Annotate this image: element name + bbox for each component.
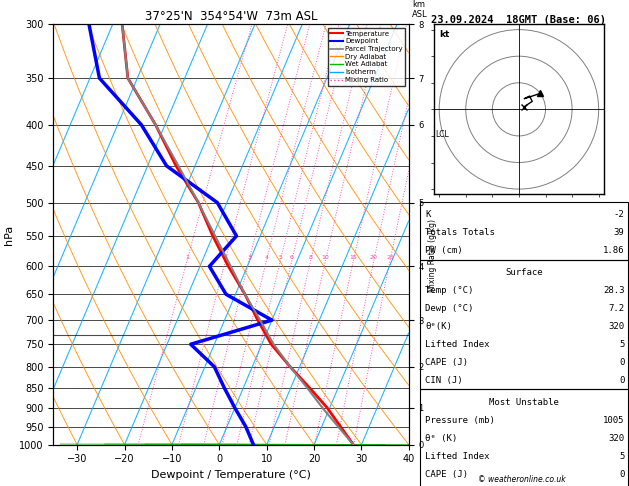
Y-axis label: hPa: hPa [4, 225, 14, 244]
Text: CAPE (J): CAPE (J) [425, 358, 468, 367]
Text: 4: 4 [264, 256, 269, 260]
Text: Pressure (mb): Pressure (mb) [425, 416, 495, 425]
Text: Most Unstable: Most Unstable [489, 398, 559, 407]
Text: 28.3: 28.3 [603, 286, 625, 295]
Text: 5: 5 [619, 451, 625, 461]
Text: θᵉ (K): θᵉ (K) [425, 434, 457, 443]
Text: 320: 320 [608, 434, 625, 443]
Text: © weatheronline.co.uk: © weatheronline.co.uk [478, 474, 566, 484]
Text: CIN (J): CIN (J) [425, 376, 463, 385]
Text: K: K [425, 210, 431, 219]
Text: 25: 25 [386, 256, 394, 260]
Text: 1.86: 1.86 [603, 246, 625, 255]
Text: 0: 0 [619, 358, 625, 367]
Text: Surface: Surface [505, 268, 543, 277]
Title: 37°25'N  354°54'W  73m ASL: 37°25'N 354°54'W 73m ASL [145, 10, 318, 23]
Text: km
ASL: km ASL [412, 0, 428, 19]
Text: 39: 39 [614, 228, 625, 237]
Text: Dewp (°C): Dewp (°C) [425, 304, 474, 313]
Text: 5: 5 [619, 340, 625, 349]
Text: Temp (°C): Temp (°C) [425, 286, 474, 295]
Text: Mixing Ratio (g/kg): Mixing Ratio (g/kg) [428, 219, 437, 292]
Text: CAPE (J): CAPE (J) [425, 469, 468, 479]
Text: 0: 0 [619, 469, 625, 479]
Text: Lifted Index: Lifted Index [425, 451, 490, 461]
Text: 20: 20 [370, 256, 378, 260]
Text: 0: 0 [619, 376, 625, 385]
Text: LCL: LCL [435, 130, 449, 139]
Text: kt: kt [439, 30, 450, 38]
Text: 3: 3 [247, 256, 251, 260]
Text: 1: 1 [185, 256, 189, 260]
Text: PW (cm): PW (cm) [425, 246, 463, 255]
Text: -2: -2 [614, 210, 625, 219]
Text: 15: 15 [350, 256, 357, 260]
Text: 23.09.2024  18GMT (Base: 06): 23.09.2024 18GMT (Base: 06) [431, 15, 606, 25]
Text: 6: 6 [290, 256, 294, 260]
Text: θᵉ(K): θᵉ(K) [425, 322, 452, 331]
X-axis label: Dewpoint / Temperature (°C): Dewpoint / Temperature (°C) [151, 470, 311, 480]
Text: 320: 320 [608, 322, 625, 331]
Text: Totals Totals: Totals Totals [425, 228, 495, 237]
Text: 8: 8 [309, 256, 313, 260]
Text: 7.2: 7.2 [608, 304, 625, 313]
Text: 10: 10 [321, 256, 330, 260]
Text: 1005: 1005 [603, 416, 625, 425]
Text: 5: 5 [279, 256, 282, 260]
Legend: Temperature, Dewpoint, Parcel Trajectory, Dry Adiabat, Wet Adiabat, Isotherm, Mi: Temperature, Dewpoint, Parcel Trajectory… [328, 28, 405, 86]
Text: 2: 2 [223, 256, 227, 260]
Text: Lifted Index: Lifted Index [425, 340, 490, 349]
